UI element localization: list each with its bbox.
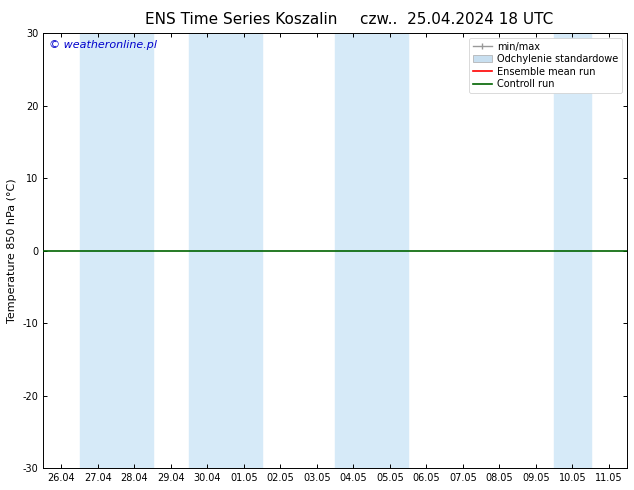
Text: czw..  25.04.2024 18 UTC: czw.. 25.04.2024 18 UTC [360, 12, 553, 27]
Text: ENS Time Series Koszalin: ENS Time Series Koszalin [145, 12, 337, 27]
Bar [80, 33, 153, 468]
Text: © weatheronline.pl: © weatheronline.pl [49, 40, 157, 49]
Bar [554, 33, 590, 468]
Bar [335, 33, 408, 468]
Bar [189, 33, 262, 468]
Y-axis label: Temperature 850 hPa (°C): Temperature 850 hPa (°C) [7, 178, 17, 323]
Legend: min/max, Odchylenie standardowe, Ensemble mean run, Controll run: min/max, Odchylenie standardowe, Ensembl… [469, 38, 622, 93]
